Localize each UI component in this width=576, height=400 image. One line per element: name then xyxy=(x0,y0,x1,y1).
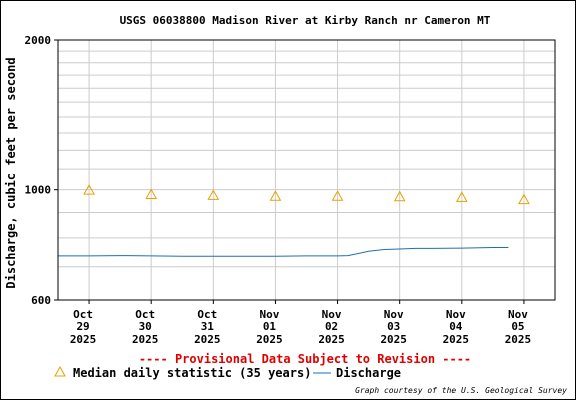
x-tick-label-day: 03 xyxy=(387,320,400,333)
x-tick-label-month: Oct xyxy=(73,308,93,321)
chart-title: USGS 06038800 Madison River at Kirby Ran… xyxy=(120,14,491,27)
median-marker xyxy=(207,189,220,200)
median-marker xyxy=(269,190,282,201)
x-tick-label-month: Nov xyxy=(384,308,404,321)
x-tick-label-day: 31 xyxy=(201,320,215,333)
y-tick-label: 1000 xyxy=(25,184,52,197)
x-tick-label-month: Nov xyxy=(446,308,466,321)
plot-area-border xyxy=(57,39,556,301)
x-tick-label-year: 2025 xyxy=(132,333,159,346)
chart-marks xyxy=(58,184,530,257)
x-tick-label-year: 2025 xyxy=(318,333,345,346)
x-tick-label-year: 2025 xyxy=(443,333,470,346)
x-tick-label-month: Oct xyxy=(197,308,217,321)
y-tick-label: 2000 xyxy=(25,34,52,47)
x-tick-label-day: 04 xyxy=(449,320,463,333)
median-marker xyxy=(145,188,158,199)
median-marker xyxy=(83,184,95,195)
x-tick-label-month: Oct xyxy=(135,308,155,321)
legend-median-marker xyxy=(54,365,66,377)
y-axis-label: Discharge, cubic feet per second xyxy=(4,57,18,288)
x-tick-label-year: 2025 xyxy=(380,333,407,346)
x-tick-label-day: 01 xyxy=(263,320,277,333)
x-tick-label-day: 30 xyxy=(139,320,152,333)
axis-ticks: Oct292025Oct302025Oct312025Nov012025Nov0… xyxy=(25,34,532,346)
legend: Median daily statistic (35 years) Discha… xyxy=(54,365,401,380)
median-marker xyxy=(393,190,406,202)
provisional-notice: ---- Provisional Data Subject to Revisio… xyxy=(139,352,471,366)
grid xyxy=(58,40,555,301)
credit-text: Graph courtesy of the U.S. Geological Su… xyxy=(355,386,567,395)
x-tick-label-year: 2025 xyxy=(194,333,221,346)
median-marker xyxy=(518,193,530,205)
x-tick-label-year: 2025 xyxy=(256,333,283,346)
discharge-line xyxy=(58,247,509,257)
x-tick-label-month: Nov xyxy=(322,308,342,321)
x-tick-label-month: Nov xyxy=(260,308,280,321)
x-tick-label-day: 29 xyxy=(76,320,89,333)
median-marker xyxy=(331,190,344,201)
x-tick-label-year: 2025 xyxy=(70,333,97,346)
median-marker xyxy=(455,191,468,202)
x-tick-label-year: 2025 xyxy=(505,333,532,346)
legend-discharge-label: Discharge xyxy=(336,366,401,380)
x-tick-label-month: Nov xyxy=(508,308,528,321)
x-tick-label-day: 05 xyxy=(511,320,524,333)
x-tick-label-day: 02 xyxy=(325,320,338,333)
y-tick-label: 600 xyxy=(31,294,51,307)
legend-median-label: Median daily statistic (35 years) xyxy=(73,366,311,380)
